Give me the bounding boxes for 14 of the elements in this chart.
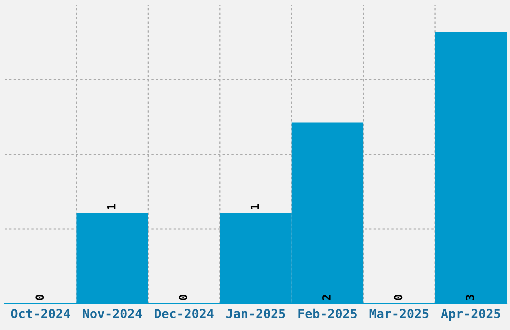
data-label: 2: [322, 295, 331, 300]
x-tick-label: Mar-2025: [370, 309, 429, 319]
data-label: 0: [36, 294, 44, 300]
x-tick-label: Apr-2025: [441, 309, 500, 321]
x-tick-label: Nov-2024: [83, 309, 142, 319]
data-label: 3: [466, 295, 474, 300]
data-label: 1: [108, 204, 116, 210]
data-label: 0: [179, 294, 188, 300]
x-tick-label: Jan-2025: [226, 309, 286, 319]
data-label: 0: [394, 294, 403, 300]
x-tick-label: Dec-2024: [155, 309, 214, 319]
data-label: 1: [250, 204, 260, 210]
x-tick-label: Feb-2025: [298, 308, 357, 319]
x-tick-label: Oct-2024: [11, 309, 70, 319]
